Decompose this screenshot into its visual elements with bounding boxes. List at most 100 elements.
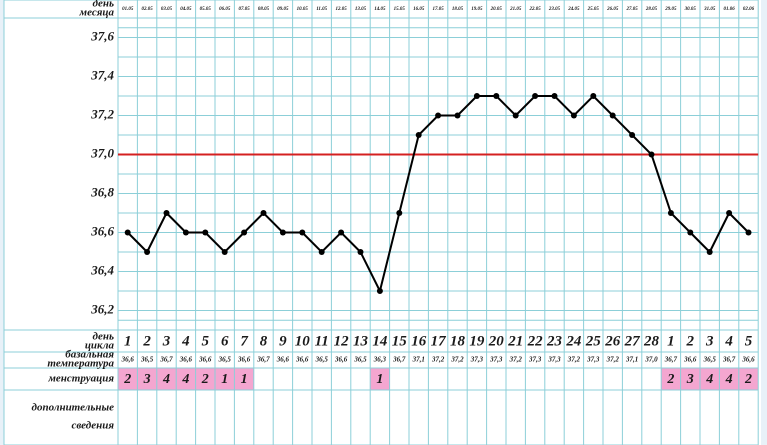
temperature-point <box>221 249 228 255</box>
temperature-point <box>512 112 519 119</box>
date-label: 29.05 <box>664 7 677 12</box>
cycle-day: 12 <box>334 333 350 349</box>
date-label: 26.05 <box>606 7 619 12</box>
date-label: 10.05 <box>297 7 309 12</box>
menstruation-value: 1 <box>241 372 248 387</box>
cycle-day: 6 <box>221 333 229 349</box>
y-tick-label: 37,2 <box>90 106 114 121</box>
menstruation-value: 3 <box>686 372 694 387</box>
date-label: 30.05 <box>684 7 697 12</box>
menstruation-value: 1 <box>376 372 383 387</box>
temperature-point <box>706 249 713 255</box>
row-label: день <box>93 331 114 343</box>
temperature-label: 36,7 <box>722 356 736 364</box>
temperature-label: 36,5 <box>218 356 232 364</box>
cycle-day: 22 <box>527 333 544 349</box>
temperature-point <box>551 93 558 99</box>
temperature-point <box>532 93 539 99</box>
temperature-point <box>357 249 364 255</box>
cycle-day: 9 <box>279 333 287 349</box>
date-label: 05.05 <box>200 7 212 12</box>
cycle-day: 15 <box>392 333 408 349</box>
cycle-day: 26 <box>604 333 621 349</box>
cycle-day: 3 <box>162 333 171 349</box>
temperature-label: 36,6 <box>179 356 193 364</box>
cycle-day: 14 <box>372 333 388 349</box>
date-label: 02.05 <box>141 7 153 12</box>
date-label: 13.05 <box>355 7 367 12</box>
menstruation-cell <box>719 368 739 390</box>
date-label: 16.05 <box>413 7 425 12</box>
menstruation-cell <box>700 368 720 390</box>
temperature-label: 36,5 <box>703 356 717 364</box>
temperature-label: 37,3 <box>547 356 561 364</box>
date-label: 28.05 <box>645 7 658 12</box>
menstruation-value: 4 <box>181 372 189 387</box>
temperature-label: 36,7 <box>256 356 270 364</box>
cycle-day: 17 <box>431 333 447 349</box>
cycle-day: 7 <box>240 333 248 349</box>
row-label: цикла <box>85 340 115 352</box>
menstruation-value: 2 <box>201 372 209 387</box>
temperature-label: 37,2 <box>450 356 464 364</box>
date-label: 24.05 <box>567 7 580 12</box>
row-label: базальная <box>65 349 114 361</box>
cycle-day: 4 <box>724 333 733 349</box>
menstruation-cell <box>137 368 157 390</box>
temperature-label: 36,5 <box>353 356 367 364</box>
temperature-label: 36,6 <box>198 356 212 364</box>
temperature-label: 37,1 <box>412 356 425 364</box>
temperature-label: 37,3 <box>470 356 484 364</box>
cycle-day: 25 <box>585 333 602 349</box>
temperature-point <box>260 210 267 216</box>
row-label: сведения <box>71 420 114 432</box>
y-tick-label: 37,6 <box>90 28 114 43</box>
temperature-point <box>687 229 694 236</box>
cycle-day: 16 <box>411 333 427 349</box>
temperature-point <box>338 229 345 236</box>
date-label: 15.05 <box>394 7 406 12</box>
cycle-day: 20 <box>488 333 505 349</box>
row-label: день <box>93 0 114 10</box>
temperature-point <box>493 93 500 99</box>
y-tick-label: 36,8 <box>90 184 114 199</box>
temperature-point <box>299 229 306 236</box>
menstruation-value: 2 <box>123 372 131 387</box>
cycle-day: 18 <box>450 333 466 349</box>
menstruation-cell <box>215 368 235 390</box>
y-tick-label: 36,2 <box>90 301 114 316</box>
menstruation-cell <box>661 368 681 390</box>
cycle-day: 28 <box>643 333 660 349</box>
temperature-label: 36,7 <box>392 356 406 364</box>
cycle-day: 19 <box>469 333 485 349</box>
temperature-label: 36,6 <box>741 356 755 364</box>
temperature-label: 36,7 <box>159 356 173 364</box>
date-label: 12.05 <box>335 7 347 12</box>
temperature-label: 37,1 <box>625 356 638 364</box>
temperature-point <box>396 210 403 216</box>
y-tick-label: 36,4 <box>90 262 114 277</box>
cycle-day: 21 <box>507 333 523 349</box>
menstruation-cell <box>738 368 759 390</box>
date-label: 11.05 <box>316 7 327 12</box>
row-label: температура <box>47 358 114 370</box>
y-tick-label: 37,4 <box>90 67 114 82</box>
date-label: 22.05 <box>528 7 541 12</box>
temperature-point <box>318 249 325 255</box>
menstruation-value: 2 <box>744 372 752 387</box>
temperature-label: 37,0 <box>644 356 658 364</box>
cycle-day: 27 <box>624 333 641 349</box>
temperature-label: 36,5 <box>315 356 329 364</box>
temperature-point <box>454 112 461 119</box>
date-label: 14.05 <box>374 7 386 12</box>
menstruation-cell <box>176 368 196 390</box>
date-label: 07.05 <box>238 7 250 12</box>
date-label: 09.05 <box>277 7 289 12</box>
cycle-day: 8 <box>260 333 268 349</box>
temperature-point <box>435 112 442 119</box>
temperature-label: 36,6 <box>683 356 697 364</box>
row-label: менструация <box>47 373 114 385</box>
temperature-point <box>726 210 733 216</box>
temperature-point <box>590 93 597 99</box>
menstruation-cell <box>195 368 215 390</box>
